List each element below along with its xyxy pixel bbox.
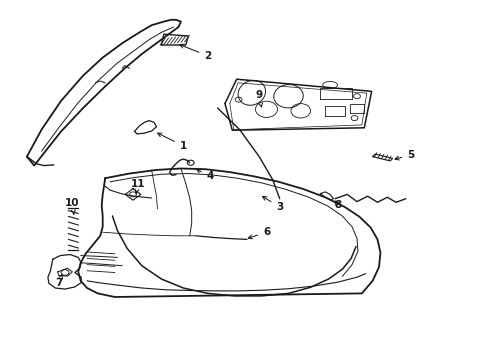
Text: 1: 1 xyxy=(157,133,186,151)
Text: 6: 6 xyxy=(248,227,269,239)
Text: 3: 3 xyxy=(262,197,283,212)
Text: 8: 8 xyxy=(334,200,341,210)
Text: 2: 2 xyxy=(179,44,211,61)
Text: 11: 11 xyxy=(130,179,145,194)
Text: 10: 10 xyxy=(65,198,80,214)
Text: 9: 9 xyxy=(255,90,262,107)
Text: 4: 4 xyxy=(196,169,214,181)
Text: 7: 7 xyxy=(55,274,62,288)
Text: 5: 5 xyxy=(394,150,413,160)
